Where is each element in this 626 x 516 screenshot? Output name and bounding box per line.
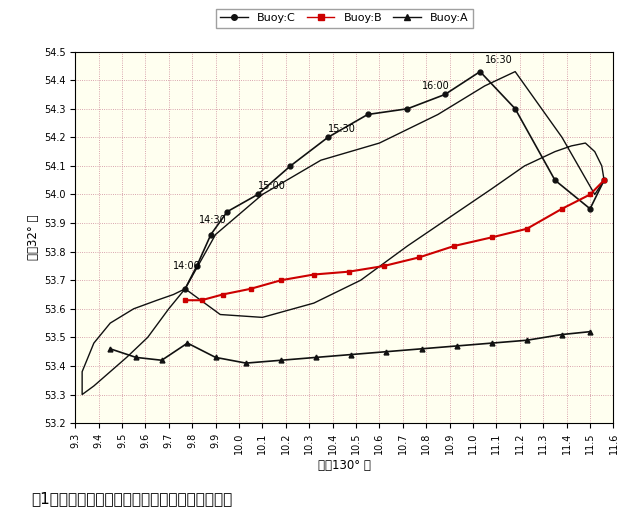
Legend: Buoy:C, Buoy:B, Buoy:A: Buoy:C, Buoy:B, Buoy:A <box>216 9 473 28</box>
Buoy:A <box>382 349 390 355</box>
Buoy:C <box>223 208 231 215</box>
Buoy:A <box>587 329 594 335</box>
Buoy:C <box>287 163 294 169</box>
Y-axis label: 北緯32° 分: 北緯32° 分 <box>27 215 39 260</box>
Buoy:B <box>182 297 189 303</box>
Buoy:C <box>182 286 189 292</box>
Buoy:C <box>193 263 200 269</box>
Buoy:A <box>277 357 285 363</box>
Buoy:C <box>324 134 332 140</box>
Buoy:A <box>453 343 460 349</box>
Buoy:C <box>364 111 371 118</box>
Buoy:A <box>242 360 250 366</box>
Buoy:B <box>198 297 205 303</box>
Buoy:B <box>451 243 458 249</box>
Buoy:C <box>476 69 484 75</box>
Text: 図1　防潮水門から海域に排出された流れの軌跡: 図1 防潮水門から海域に排出された流れの軌跡 <box>31 491 232 506</box>
Buoy:C <box>587 206 594 212</box>
Buoy:C <box>511 106 519 112</box>
Buoy:C <box>441 91 449 98</box>
Buoy:B <box>558 206 566 212</box>
Buoy:A <box>212 354 219 361</box>
Buoy:A <box>488 340 496 346</box>
Buoy:B <box>488 234 496 240</box>
Buoy:B <box>600 177 608 183</box>
Text: 16:00: 16:00 <box>421 80 449 91</box>
Buoy:A <box>183 340 191 346</box>
Text: 16:30: 16:30 <box>485 55 513 65</box>
Buoy:A <box>106 346 114 352</box>
Buoy:A <box>558 331 566 337</box>
Line: Buoy:C: Buoy:C <box>183 69 607 291</box>
Buoy:B <box>416 254 423 261</box>
Text: 15:30: 15:30 <box>328 124 356 134</box>
Line: Buoy:A: Buoy:A <box>108 329 592 365</box>
Buoy:B <box>587 191 594 198</box>
Buoy:A <box>132 354 140 361</box>
Buoy:B <box>277 277 285 283</box>
Buoy:A <box>312 354 320 361</box>
Buoy:B <box>310 271 317 278</box>
Buoy:C <box>254 191 262 198</box>
Buoy:C <box>552 177 559 183</box>
Buoy:A <box>523 337 531 343</box>
Text: 14:00: 14:00 <box>173 261 201 271</box>
X-axis label: 東経130° 分: 東経130° 分 <box>318 459 371 472</box>
Buoy:B <box>523 225 531 232</box>
Buoy:C <box>404 106 411 112</box>
Buoy:B <box>381 263 388 269</box>
Buoy:B <box>219 292 227 298</box>
Text: 14:30: 14:30 <box>199 215 227 225</box>
Buoy:B <box>247 286 254 292</box>
Buoy:A <box>418 346 425 352</box>
Buoy:C <box>207 231 215 237</box>
Buoy:A <box>347 351 355 358</box>
Buoy:B <box>345 268 352 275</box>
Buoy:C <box>600 177 608 183</box>
Line: Buoy:B: Buoy:B <box>183 178 607 303</box>
Buoy:A <box>158 357 165 363</box>
Text: 15:00: 15:00 <box>258 181 285 191</box>
